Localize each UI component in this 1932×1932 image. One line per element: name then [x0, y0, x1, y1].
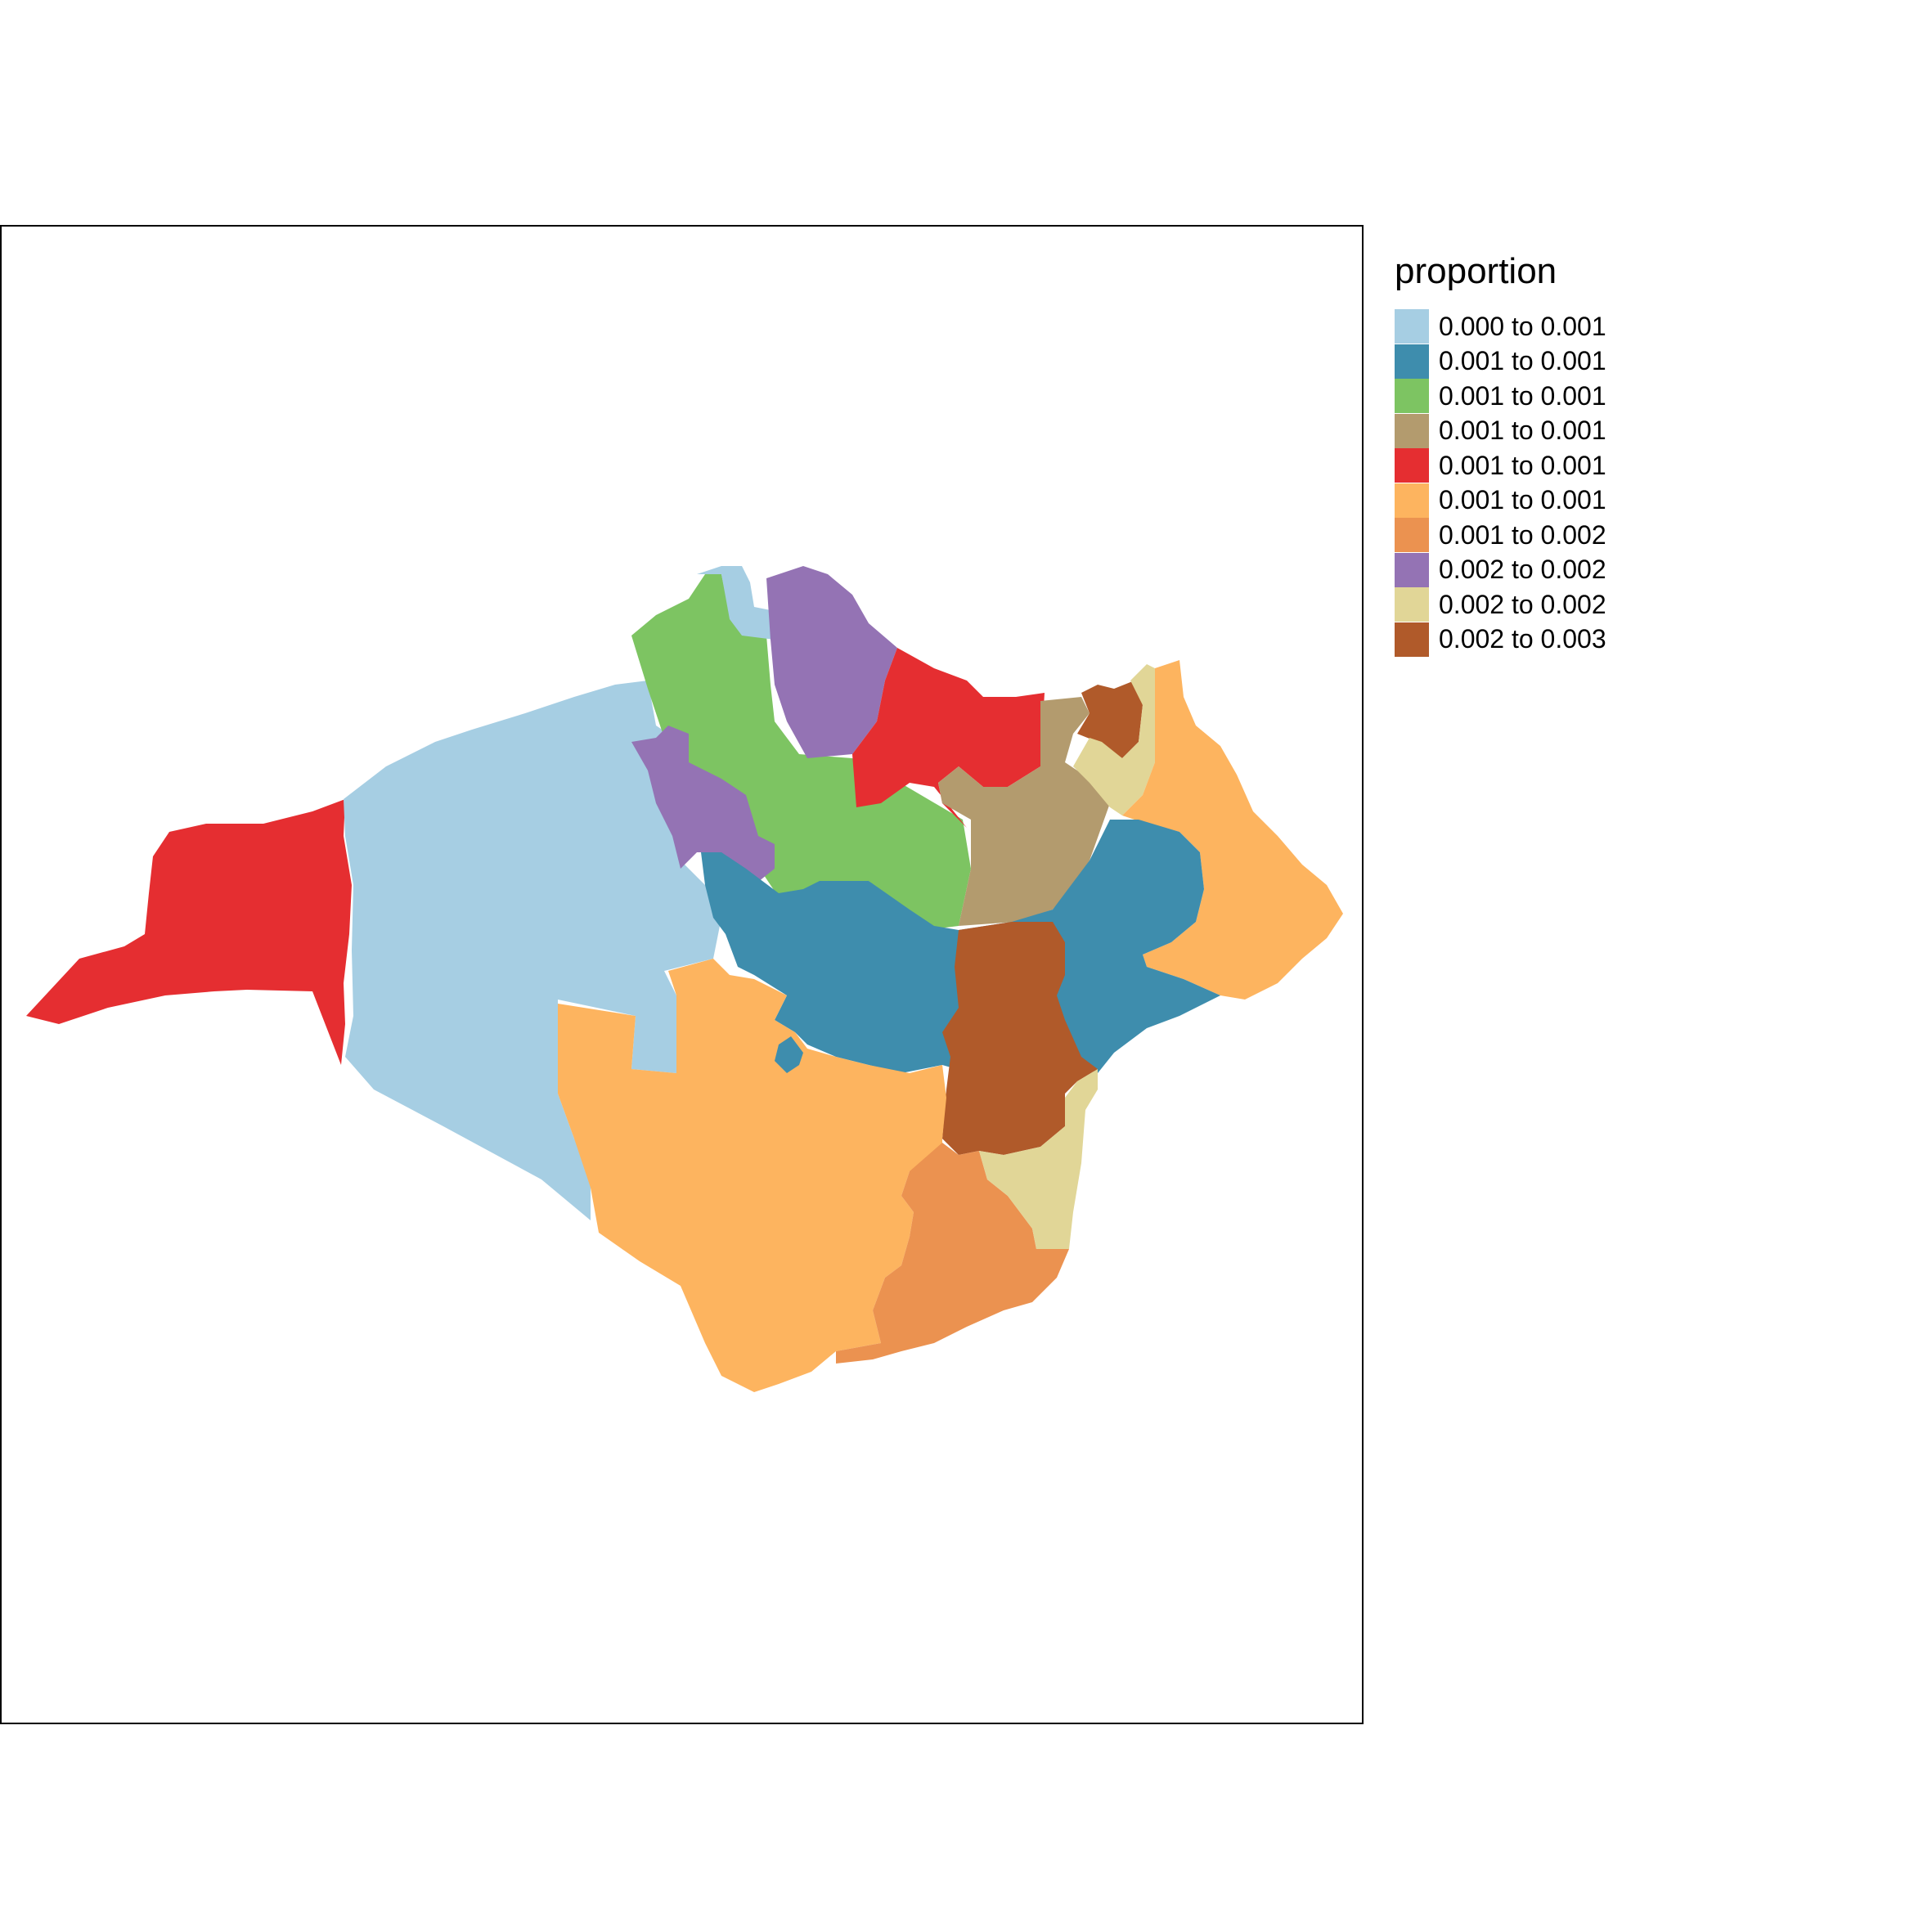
region-north-red: [852, 648, 1045, 836]
legend-entry: 0.002 to 0.003: [1395, 622, 1606, 658]
region-west-central: [344, 681, 721, 1220]
legend-swatch: [1395, 483, 1429, 518]
region-south-central: [558, 959, 946, 1392]
legend-swatch: [1395, 413, 1429, 448]
legend-label: 0.002 to 0.003: [1439, 624, 1606, 654]
legend: proportion 0.000 to 0.001 0.001 to 0.001 0…: [1395, 254, 1606, 657]
legend-label: 0.001 to 0.001: [1439, 380, 1606, 411]
legend-swatch: [1395, 448, 1429, 483]
legend-entry: 0.001 to 0.001: [1395, 483, 1606, 519]
legend-entry: 0.002 to 0.002: [1395, 587, 1606, 622]
legend-title: proportion: [1395, 251, 1557, 291]
region-north-purple: [766, 566, 897, 758]
map-panel: [0, 225, 1364, 1724]
legend-swatch: [1395, 552, 1429, 587]
region-south-east: [836, 1143, 1069, 1364]
legend-entry: 0.001 to 0.002: [1395, 518, 1606, 553]
region-north-east-brown: [1077, 681, 1143, 758]
legend-entry: 0.000 to 0.001: [1395, 309, 1606, 344]
region-central-brown: [942, 922, 1098, 1155]
legend-label: 0.000 to 0.001: [1439, 311, 1606, 341]
legend-entries: 0.000 to 0.001 0.001 to 0.001 0.001 to 0.0…: [1395, 309, 1606, 657]
region-east-orange: [1122, 660, 1343, 1000]
legend-swatch: [1395, 379, 1429, 414]
legend-swatch: [1395, 344, 1429, 379]
choropleth-map: [26, 566, 1343, 1392]
legend-label: 0.001 to 0.001: [1439, 416, 1606, 446]
legend-label: 0.001 to 0.001: [1439, 346, 1606, 376]
legend-entry: 0.001 to 0.001: [1395, 344, 1606, 380]
legend-swatch: [1395, 587, 1429, 622]
legend-swatch: [1395, 309, 1429, 344]
legend-label: 0.001 to 0.001: [1439, 485, 1606, 515]
legend-entry: 0.001 to 0.001: [1395, 413, 1606, 449]
legend-label: 0.001 to 0.002: [1439, 519, 1606, 550]
region-teal-pocket: [775, 1036, 803, 1073]
region-north-east-tan: [938, 697, 1110, 926]
legend-label: 0.001 to 0.001: [1439, 450, 1606, 480]
legend-entry: 0.001 to 0.001: [1395, 379, 1606, 414]
region-north-east-beige: [1073, 664, 1163, 815]
region-inland-purple: [631, 726, 775, 885]
legend-entry: 0.002 to 0.002: [1395, 552, 1606, 588]
region-north-strip: [697, 566, 783, 640]
region-north-west: [631, 574, 971, 930]
legend-label: 0.002 to 0.002: [1439, 555, 1606, 585]
region-west: [26, 799, 352, 1065]
legend-swatch: [1395, 622, 1429, 657]
region-south-east-beige: [979, 1069, 1098, 1249]
legend-entry: 0.001 to 0.001: [1395, 448, 1606, 483]
legend-label: 0.002 to 0.002: [1439, 589, 1606, 619]
legend-swatch: [1395, 518, 1429, 553]
